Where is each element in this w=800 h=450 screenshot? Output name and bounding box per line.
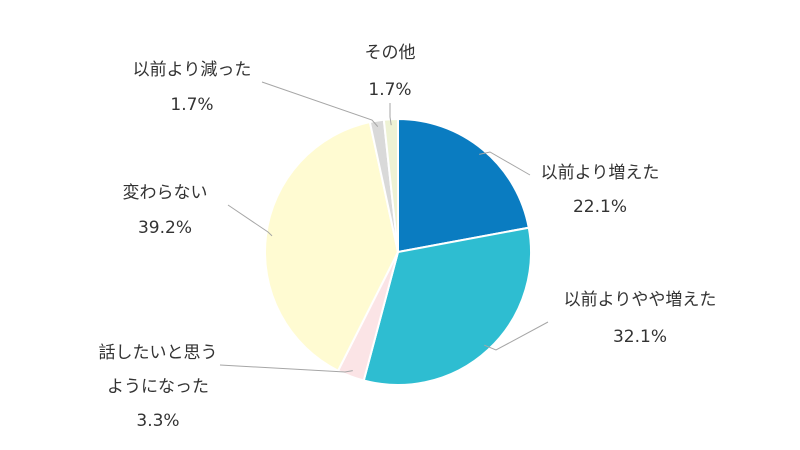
slice-value-1: 22.1% [573,197,627,217]
pie-slices [264,117,532,386]
leader-line-3 [219,364,353,373]
slice-label-3-line-1: 話したいと思う [99,343,218,363]
slice-value-3: 3.3% [136,411,179,431]
slice-label-2: 以前よりやや増えた [564,290,717,310]
leader-lines [219,81,549,373]
leader-line-1 [479,151,531,176]
pie-slice-4 [264,120,400,373]
leader-line-6 [389,103,392,126]
pie-slice-1 [397,117,530,254]
leader-line-5 [261,81,379,127]
pie-slice-2 [362,226,532,386]
slice-value-4: 39.2% [138,218,192,238]
slice-label-5: 以前より減った [133,60,252,80]
leader-line-4 [227,204,273,237]
slice-label-4: 変わらない [123,183,208,203]
pie-slice-6 [382,117,399,253]
slice-value-6: 1.7% [368,80,411,100]
slice-label-3-line-2: ようになった [107,377,209,397]
slice-value-2: 32.1% [613,327,667,347]
leader-line-2 [484,321,549,351]
slice-label-1: 以前より増えた [541,163,660,183]
slice-value-5: 1.7% [170,95,213,115]
slice-label-6: その他 [365,43,416,63]
